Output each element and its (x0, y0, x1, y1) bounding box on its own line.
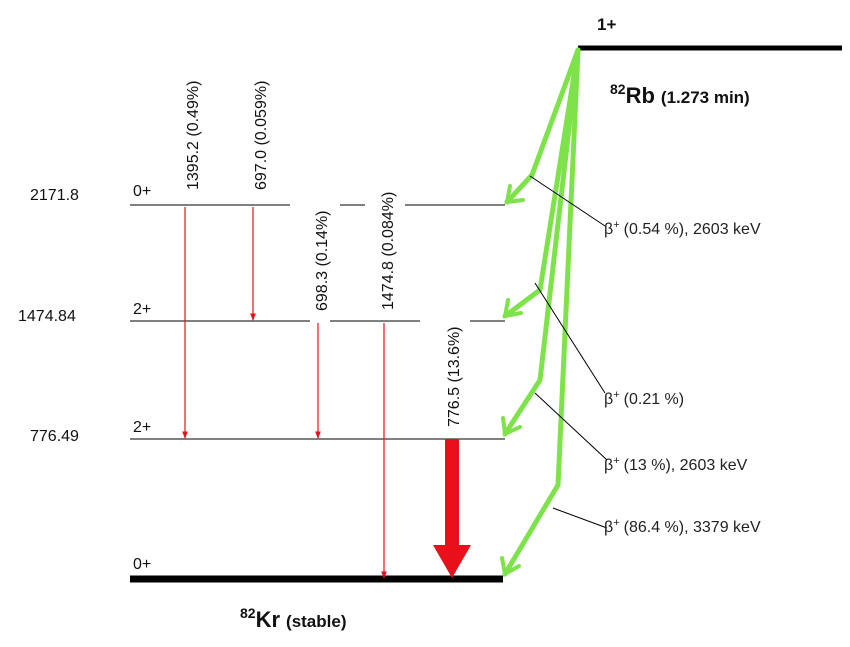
gamma-label-776: 776.5 (13.6%) (446, 326, 463, 427)
level-spin-label: 2+ (133, 301, 151, 318)
daughter-nuclide-label: 82Kr (stable) (240, 605, 347, 632)
gamma-label-698: 698.3 (0.14%) (314, 210, 331, 311)
level-spin-label: 0+ (133, 183, 151, 200)
beta-label-1: β+ (0.21 %) (604, 389, 684, 408)
level-ground: 0+ (130, 556, 503, 583)
beta-arrowheads (500, 184, 525, 578)
beta-branch-776 (502, 47, 581, 437)
beta-label-3: β+ (86.4 %), 3379 keV (604, 517, 761, 536)
gamma-arrow-776 (433, 439, 471, 578)
level-776: 776.49 2+ (30, 419, 505, 445)
gamma-label-1474: 1474.8 (0.084%) (380, 192, 397, 310)
level-spin-label: 2+ (133, 419, 151, 436)
level-energy-label: 776.49 (30, 428, 79, 445)
parent-nuclide-label: 82Rb (1.273 min) (610, 81, 750, 108)
parent-spin: 1+ (597, 15, 616, 34)
gamma-label-697: 697.0 (0.059%) (253, 81, 270, 190)
beta-branch-2171 (504, 47, 581, 205)
beta-label-0: β+ (0.54 %), 2603 keV (604, 219, 761, 238)
beta-branch-ground (502, 47, 581, 577)
level-energy-label: 2171.8 (30, 187, 79, 204)
level-2171: 2171.8 0+ (30, 183, 505, 206)
level-1474: 1474.84 2+ (18, 301, 505, 325)
level-energy-label: 1474.84 (18, 308, 76, 325)
gamma-label-1395: 1395.2 (0.49%) (185, 81, 202, 190)
level-spin-label: 0+ (133, 556, 151, 573)
beta-leader-lines (529, 175, 608, 529)
beta-label-2: β+ (13 %), 2603 keV (604, 455, 748, 474)
